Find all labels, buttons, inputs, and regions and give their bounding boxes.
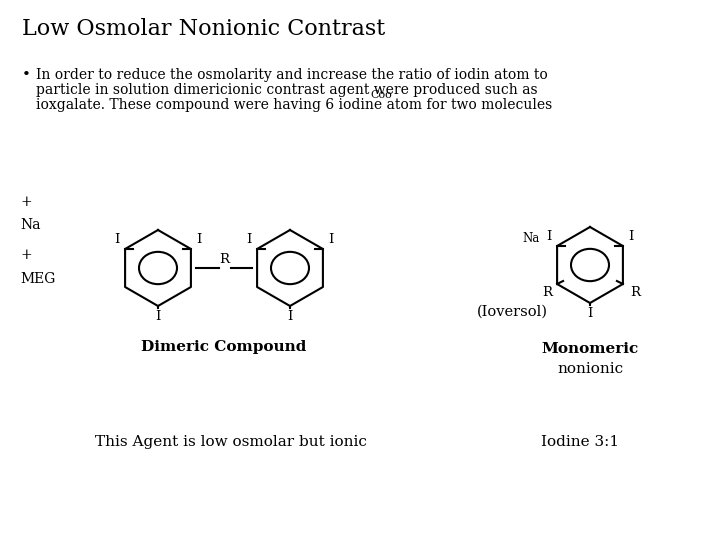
Text: MEG: MEG [20, 272, 55, 286]
Text: I: I [287, 310, 293, 323]
Text: •: • [22, 68, 31, 82]
Text: Na: Na [20, 218, 40, 232]
Text: Monomeric: Monomeric [541, 342, 639, 356]
Text: ioxgalate. These compound were having 6 iodine atom for two molecules: ioxgalate. These compound were having 6 … [36, 98, 552, 112]
Text: I: I [114, 233, 120, 246]
Text: I: I [156, 310, 161, 323]
Text: nonionic: nonionic [557, 362, 623, 376]
Text: +: + [20, 195, 32, 209]
Text: I: I [196, 233, 202, 246]
Text: I: I [247, 233, 252, 246]
Text: I: I [328, 233, 333, 246]
Text: I: I [628, 230, 634, 243]
Text: This Agent is low osmolar but ionic: This Agent is low osmolar but ionic [95, 435, 367, 449]
Text: +: + [20, 248, 32, 262]
Text: Coo: Coo [370, 90, 392, 100]
Text: R: R [630, 286, 640, 299]
Text: I: I [588, 307, 593, 320]
Text: Dimeric Compound: Dimeric Compound [141, 340, 307, 354]
Text: R: R [542, 286, 552, 299]
Text: R: R [219, 253, 229, 266]
Text: Low Osmolar Nonionic Contrast: Low Osmolar Nonionic Contrast [22, 18, 385, 40]
Text: Na: Na [523, 232, 540, 245]
Text: (Ioversol): (Ioversol) [477, 305, 548, 319]
Text: Iodine 3:1: Iodine 3:1 [541, 435, 619, 449]
Text: particle in solution dimericionic contrast agent were produced such as: particle in solution dimericionic contra… [36, 83, 538, 97]
Text: In order to reduce the osmolarity and increase the ratio of iodin atom to: In order to reduce the osmolarity and in… [36, 68, 548, 82]
Text: I: I [546, 230, 552, 243]
